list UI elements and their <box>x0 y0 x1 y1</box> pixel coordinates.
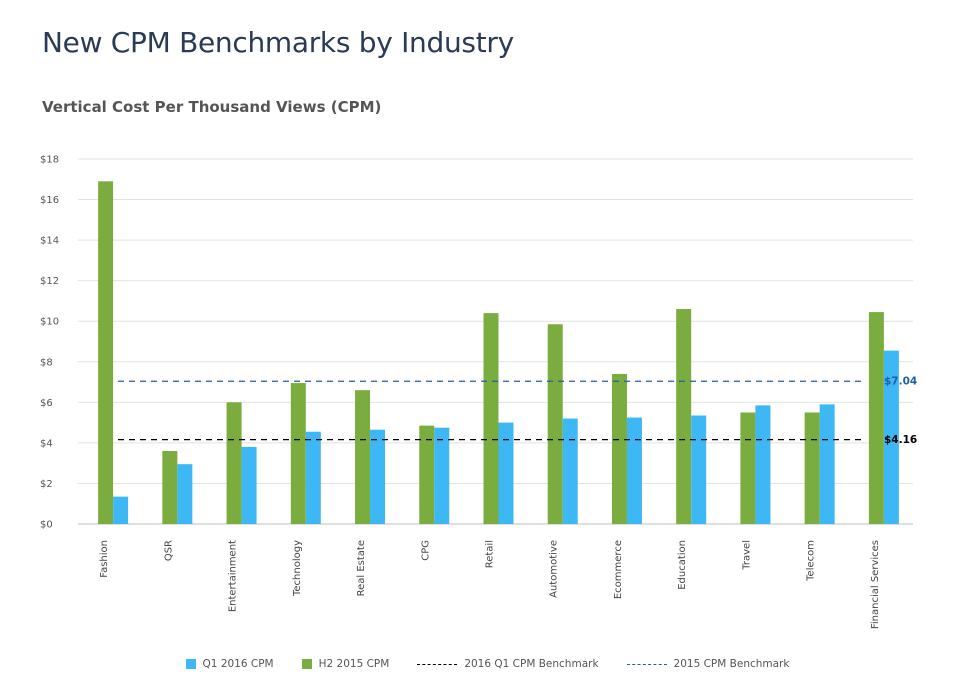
bar-h2-2015 <box>868 312 884 524</box>
bar-h2-2015 <box>226 402 242 524</box>
y-tick-label: $14 <box>40 236 59 247</box>
bar-h2-2015 <box>162 451 178 524</box>
x-category-label: Education <box>677 540 688 590</box>
legend-dash-benchmark-2016 <box>417 663 458 665</box>
y-tick-label: $12 <box>40 276 59 287</box>
bar-q1-2016 <box>113 496 129 524</box>
bar-q1-2016 <box>755 405 771 524</box>
x-category-label: Technology <box>292 540 303 597</box>
y-tick-label: $2 <box>40 479 53 490</box>
bar-q1-2016 <box>691 415 707 524</box>
y-tick-label: $10 <box>40 317 59 328</box>
x-category-label: Fashion <box>99 540 110 578</box>
bar-h2-2015 <box>419 425 435 524</box>
y-tick-label: $16 <box>40 195 59 206</box>
axis-layer: $0 $2 $4 $6 $8 $10 $12 $14 $16 $18 Fashion QSR Enter… <box>40 155 881 630</box>
bar-layer <box>98 181 899 525</box>
bar-q1-2016 <box>883 350 899 524</box>
bar-h2-2015 <box>483 313 499 524</box>
bar-h2-2015 <box>611 373 627 524</box>
bar-chart: $4.16 $7.04 $0 $2 $4 $6 $8 $10 $12 $14 $16 $18 Fash… <box>40 155 917 630</box>
x-category-label: Financial Services <box>870 540 881 629</box>
legend-label-q1: Q1 2016 CPM <box>202 658 274 670</box>
reference-line-label: $7.04 <box>884 376 917 388</box>
bar-h2-2015 <box>98 181 114 525</box>
legend-swatch-h2 <box>301 659 312 669</box>
bar-q1-2016 <box>498 422 514 524</box>
bar-q1-2016 <box>434 427 450 524</box>
legend-label-benchmark-2015: 2015 CPM Benchmark <box>673 658 790 670</box>
legend-label-h2: H2 2015 CPM <box>318 658 390 670</box>
page-title: New CPM Benchmarks by Industry <box>42 26 514 59</box>
bar-q1-2016 <box>241 446 257 524</box>
x-category-label: Ecommerce <box>613 540 624 599</box>
legend-item-benchmark-2016[interactable]: 2016 Q1 CPM Benchmark <box>417 658 599 670</box>
bar-h2-2015 <box>740 412 756 524</box>
legend-item-h2[interactable]: H2 2015 CPM <box>301 658 390 670</box>
bar-q1-2016 <box>177 464 193 524</box>
reference-line-label: $4.16 <box>884 434 917 446</box>
bar-h2-2015 <box>676 309 692 524</box>
y-tick-label: $18 <box>40 155 59 166</box>
x-category-label: Retail <box>485 540 496 568</box>
bar-h2-2015 <box>355 390 371 524</box>
x-category-label: Entertainment <box>228 540 239 612</box>
reference-line-layer: $4.16 $7.04 <box>118 376 917 446</box>
bar-q1-2016 <box>626 417 642 524</box>
legend-label-benchmark-2016: 2016 Q1 CPM Benchmark <box>464 658 599 670</box>
bar-h2-2015 <box>547 324 563 524</box>
x-category-label: Real Estate <box>356 540 367 596</box>
y-tick-label: $8 <box>40 357 53 368</box>
legend-dash-benchmark-2015 <box>626 663 667 665</box>
chart-legend: Q1 2016 CPM H2 2015 CPM 2016 Q1 CPM Benc… <box>0 658 975 670</box>
x-category-label: CPG <box>420 540 431 561</box>
x-category-label: QSR <box>163 540 174 561</box>
y-tick-label: $0 <box>40 520 53 531</box>
bar-q1-2016 <box>305 431 321 524</box>
y-tick-label: $6 <box>40 398 53 409</box>
chart-subtitle: Vertical Cost Per Thousand Views (CPM) <box>42 98 382 116</box>
bar-q1-2016 <box>562 418 578 524</box>
legend-item-benchmark-2015[interactable]: 2015 CPM Benchmark <box>626 658 790 670</box>
bar-q1-2016 <box>370 429 386 524</box>
x-category-label: Automotive <box>549 540 560 598</box>
x-category-label: Telecom <box>806 540 817 582</box>
y-tick-label: $4 <box>40 438 53 449</box>
bar-h2-2015 <box>290 383 306 524</box>
legend-item-q1[interactable]: Q1 2016 CPM <box>185 658 274 670</box>
x-category-label: Travel <box>741 540 752 571</box>
bar-h2-2015 <box>804 412 820 524</box>
legend-swatch-q1 <box>185 659 196 669</box>
bar-q1-2016 <box>819 404 835 524</box>
